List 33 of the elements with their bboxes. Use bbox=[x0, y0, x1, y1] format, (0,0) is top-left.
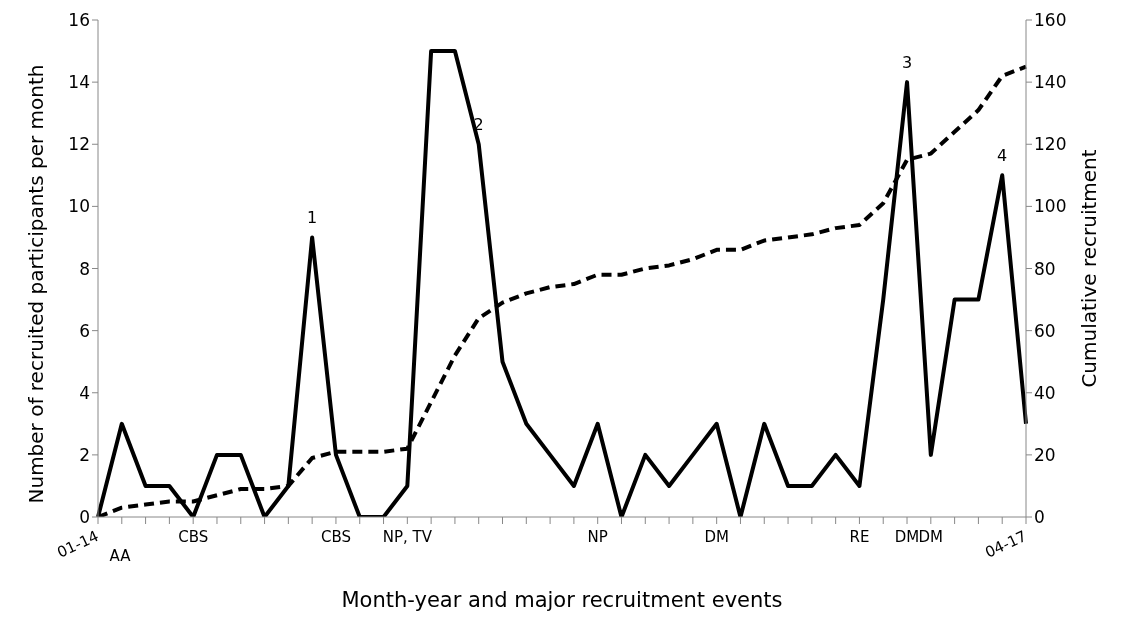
y-tick-label: 0 bbox=[79, 507, 90, 528]
annotation: 4 bbox=[997, 146, 1008, 166]
y2-tick-label: 160 bbox=[1034, 10, 1067, 31]
x-tick-label: DM bbox=[704, 528, 729, 546]
y-tick-label: 12 bbox=[68, 134, 90, 155]
x-tick-label: NP bbox=[587, 528, 608, 546]
y2-tick-label: 40 bbox=[1034, 382, 1056, 403]
annotation: 1 bbox=[307, 208, 318, 228]
y2-tick-label: 60 bbox=[1034, 320, 1056, 341]
y-tick-label: 8 bbox=[79, 258, 90, 279]
y-tick-label: 6 bbox=[79, 320, 90, 341]
y-tick-label: 14 bbox=[68, 72, 90, 93]
y2-tick-label: 80 bbox=[1034, 258, 1056, 279]
y-tick-label: 16 bbox=[68, 10, 90, 31]
y-tick-label: 10 bbox=[68, 196, 90, 217]
x-tick-label: RE bbox=[849, 528, 870, 546]
annotation: 3 bbox=[901, 53, 913, 73]
y2-tick-label: 120 bbox=[1034, 134, 1067, 155]
x-tick-label: DM bbox=[918, 528, 944, 546]
x-tick-label: CBS bbox=[320, 528, 351, 546]
y2-tick-label: 20 bbox=[1034, 444, 1056, 465]
y2-axis-title: Cumulative recruitment bbox=[1077, 149, 1101, 388]
y-tick-label: 4 bbox=[79, 382, 90, 403]
y2-tick-label: 100 bbox=[1034, 196, 1067, 217]
y2-tick-label: 0 bbox=[1034, 507, 1045, 528]
y-axis-title: Number of recruited participants per month bbox=[24, 64, 49, 504]
y2-tick-label: 140 bbox=[1034, 72, 1067, 93]
x-axis-title: Month-year and major recruitment events bbox=[341, 588, 783, 612]
x-tick-label: DM bbox=[894, 528, 920, 546]
y-tick-label: 2 bbox=[79, 444, 90, 465]
text: AA bbox=[109, 547, 132, 565]
x-tick-label: NP, TV bbox=[382, 528, 433, 546]
x-tick-label: CBS bbox=[178, 528, 209, 546]
